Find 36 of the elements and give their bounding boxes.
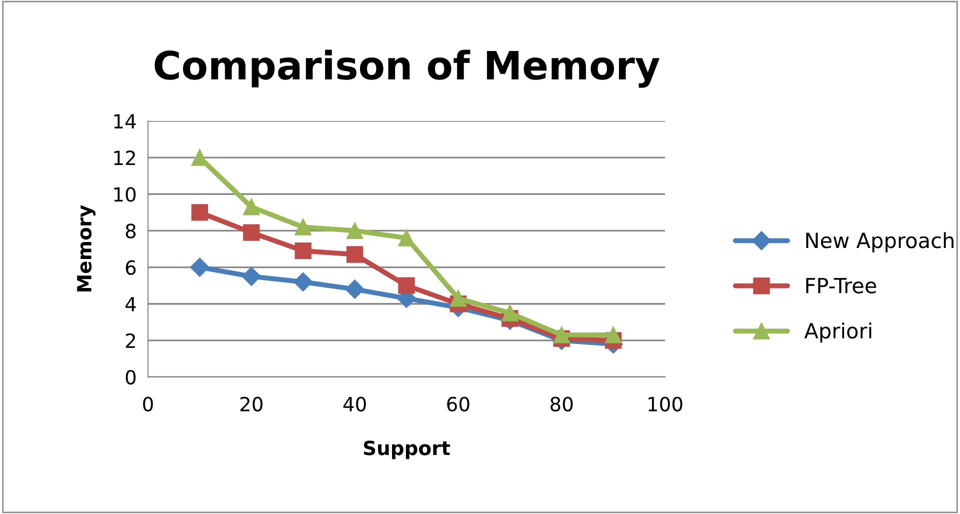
point (346, 246, 364, 263)
point (243, 198, 260, 216)
point (294, 272, 313, 292)
point (191, 204, 208, 221)
chart-title: Comparison of Memory (154, 50, 660, 88)
point (190, 258, 210, 277)
y-tick-label: 0 (126, 370, 136, 385)
point (450, 290, 467, 307)
point (242, 266, 261, 286)
point (243, 224, 260, 241)
x-tick-label: 100 (648, 396, 682, 412)
point (502, 304, 518, 322)
legend-label: New Approach (806, 232, 954, 252)
y-axis-title: Memory (77, 205, 96, 292)
x-axis-title: Support (364, 440, 450, 460)
point (553, 326, 570, 344)
x-tick-label: 60 (447, 396, 470, 412)
legend-label: Apriori (804, 322, 872, 343)
point (398, 277, 415, 294)
x-tick-label: 80 (550, 396, 573, 412)
point (345, 280, 364, 299)
y-tick-label: 12 (114, 150, 135, 165)
y-tick-label: 2 (126, 333, 135, 348)
point (398, 230, 415, 246)
y-tick-label: 4 (125, 297, 136, 312)
y-tick-label: 10 (114, 187, 136, 202)
point (346, 222, 364, 240)
x-tick-label: 40 (343, 396, 366, 412)
x-tick-label: 0 (143, 396, 153, 412)
legend-label: FP-Tree (806, 278, 876, 294)
y-tick-label: 14 (114, 114, 136, 128)
x-tick-label: 20 (240, 396, 262, 412)
point (294, 218, 312, 236)
y-tick-label: 8 (126, 224, 136, 238)
point (294, 242, 312, 260)
y-tick-label: 6 (126, 260, 136, 275)
